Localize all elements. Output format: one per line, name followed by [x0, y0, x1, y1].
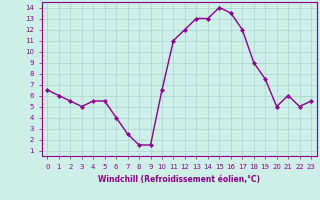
X-axis label: Windchill (Refroidissement éolien,°C): Windchill (Refroidissement éolien,°C) [98, 175, 260, 184]
